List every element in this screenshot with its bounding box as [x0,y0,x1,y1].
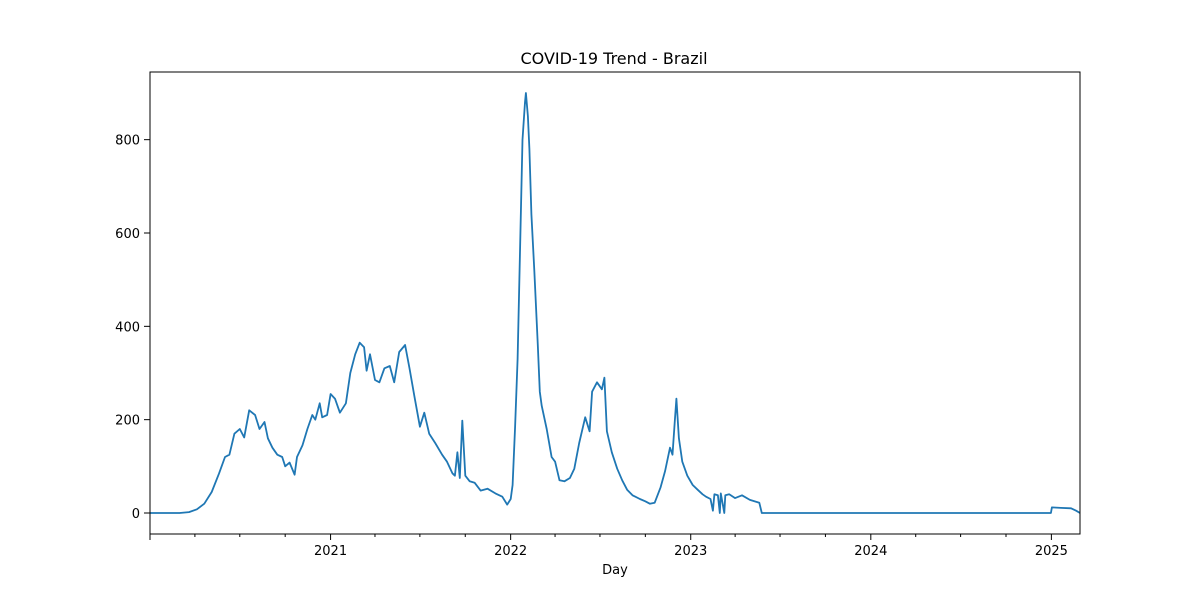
plot-frame [149,71,1081,535]
plot-background [150,72,1080,534]
x-tick-label: 2021 [314,544,347,559]
y-tick-label: 200 [115,414,140,429]
plot-area [149,71,1081,535]
y-tick-label: 0 [132,507,140,522]
x-tick-label: 2022 [494,544,527,559]
y-axis: 0 200 400 600 800 [115,134,150,522]
y-tick-label: 400 [115,320,140,335]
x-tick-label: 2025 [1035,544,1068,559]
x-axis-label: Day [602,563,628,578]
x-tick-label: 2024 [854,544,887,559]
x-axis: 2021 2022 2023 2024 2025 [149,534,1068,559]
y-tick-label: 800 [115,134,140,149]
y-tick-label: 600 [115,227,140,242]
x-tick-label: 2023 [674,544,707,559]
series-line [150,92,1081,514]
chart-title: COVID-19 Trend - Brazil [520,49,707,68]
